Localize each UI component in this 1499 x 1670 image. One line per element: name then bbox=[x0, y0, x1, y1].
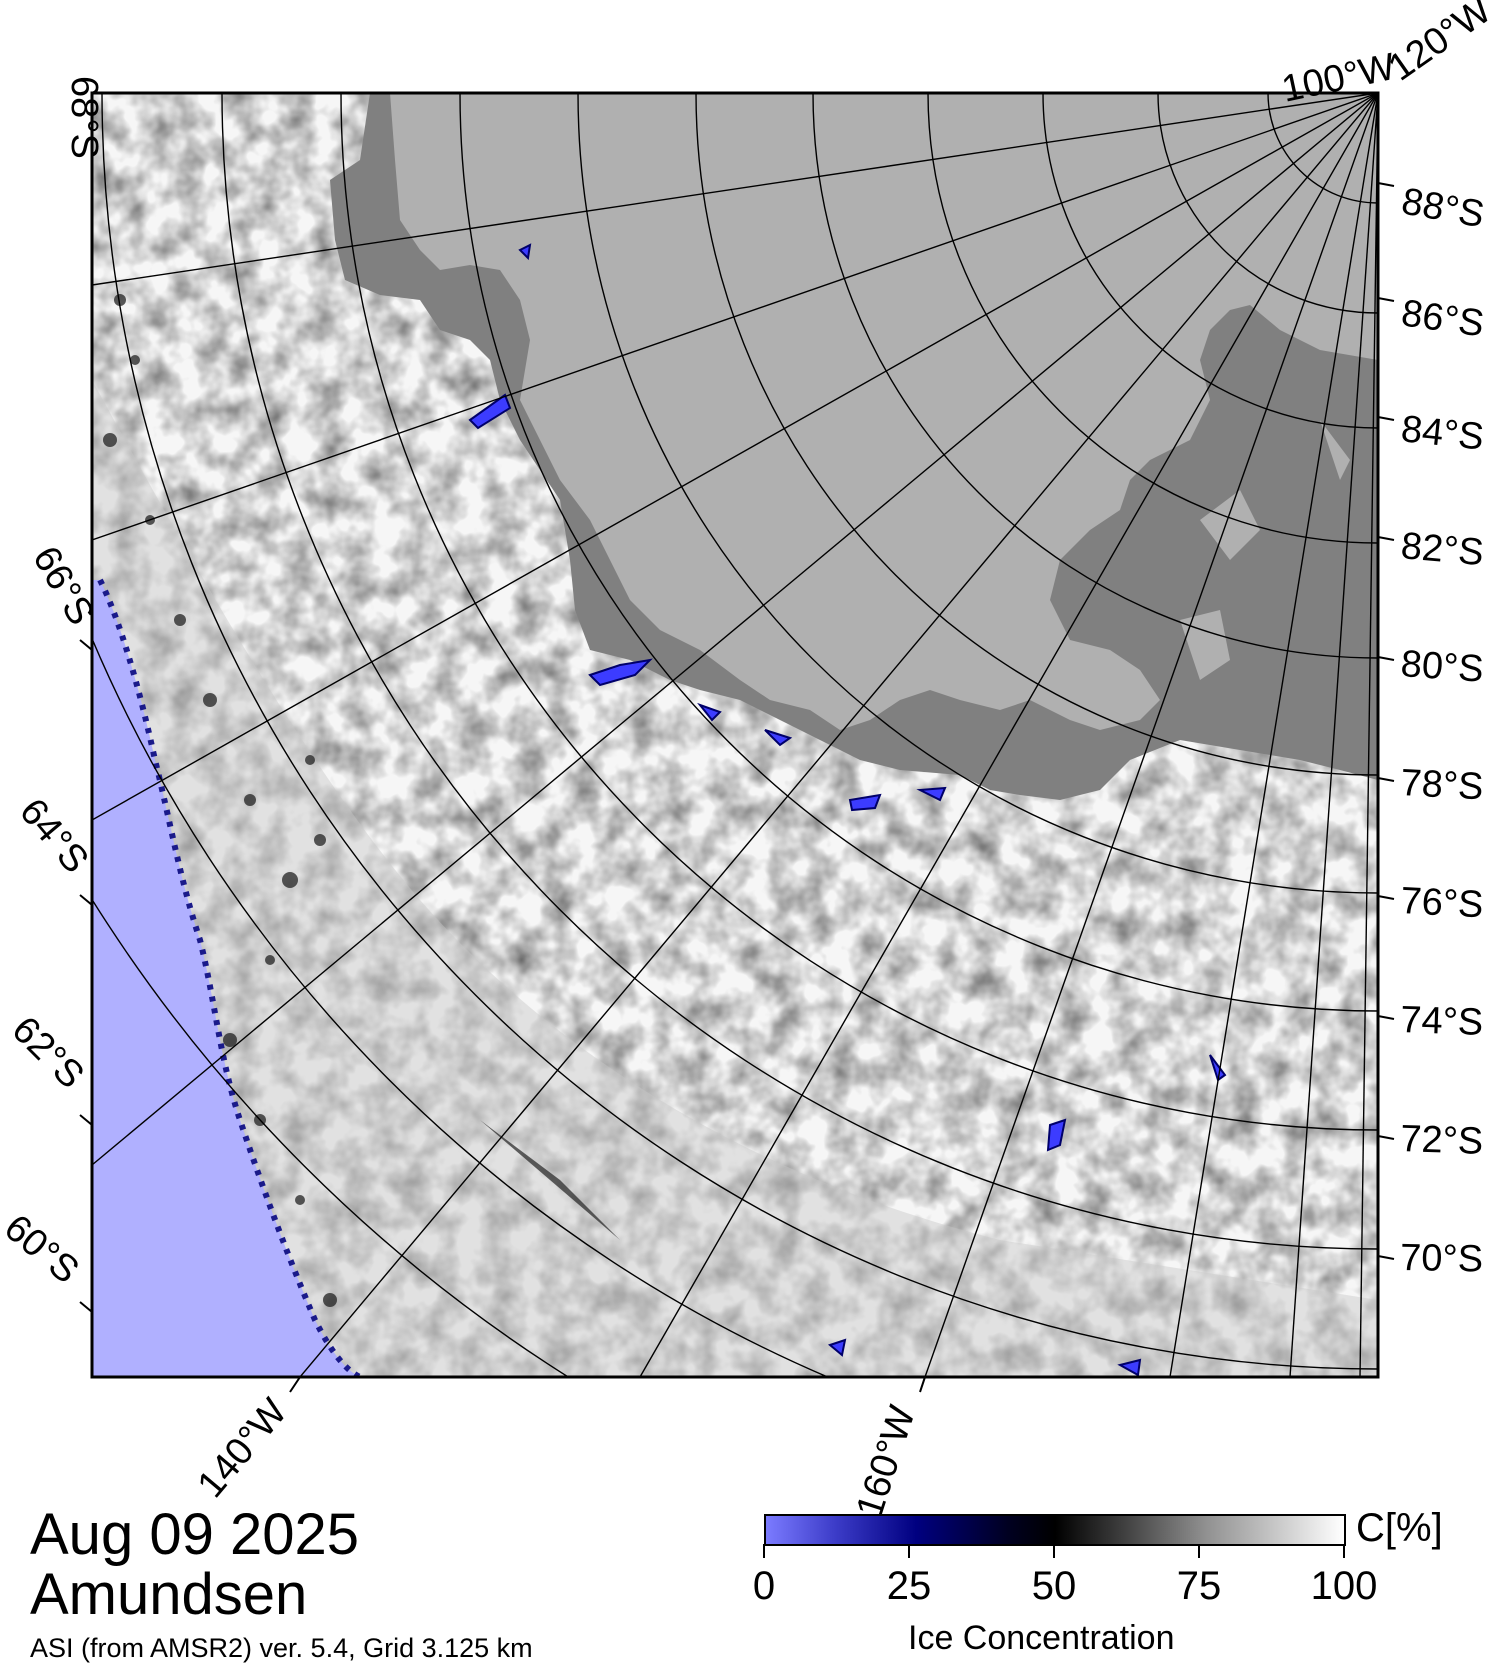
region-label: Amundsen bbox=[30, 1562, 308, 1627]
map-frame bbox=[90, 91, 1380, 1379]
lat-label: 70°S bbox=[1400, 1237, 1484, 1280]
low-concentration-band bbox=[92, 380, 1378, 1377]
lat-label: 76°S bbox=[1400, 880, 1485, 926]
colorbar-tick-label: 50 bbox=[1031, 1564, 1077, 1608]
colorbar-title: Ice Concentration bbox=[908, 1619, 1175, 1657]
colorbar-tick bbox=[1053, 1544, 1055, 1558]
lat-label: 88°S bbox=[1398, 181, 1487, 237]
lon-label: 120°W bbox=[1381, 0, 1499, 89]
lat-label: 68°S bbox=[63, 76, 105, 159]
lat-labels-right: 88°S 86°S 84°S 82°S 80°S 78°S 76°S 74°S … bbox=[1398, 181, 1487, 1281]
colorbar-tick-label: 75 bbox=[1176, 1564, 1222, 1608]
lat-label: 86°S bbox=[1399, 292, 1487, 345]
colorbar-tick-label: 0 bbox=[752, 1564, 776, 1608]
graticule bbox=[92, 93, 1378, 1377]
lat-labels-left: 68°S 66°S 64°S 62°S 60°S bbox=[0, 76, 105, 1292]
land bbox=[390, 93, 1378, 730]
lat-label: 84°S bbox=[1399, 408, 1486, 458]
lat-label: 64°S bbox=[11, 791, 96, 881]
colorbar-unit: C[%] bbox=[1356, 1506, 1443, 1550]
lat-label: 62°S bbox=[4, 1009, 92, 1097]
lat-label: 60°S bbox=[0, 1207, 87, 1292]
lat-label: 82°S bbox=[1399, 525, 1485, 574]
colorbar-tick-label: 25 bbox=[886, 1564, 932, 1608]
map-info: Aug 09 2025 Amundsen ASI (from AMSR2) ve… bbox=[30, 1505, 533, 1664]
lat-label: 80°S bbox=[1399, 643, 1485, 691]
product-label: ASI (from AMSR2) ver. 5.4, Grid 3.125 km bbox=[30, 1633, 533, 1663]
lat-label: 74°S bbox=[1400, 999, 1484, 1044]
colorbar-gradient bbox=[764, 1514, 1346, 1546]
lat-label: 78°S bbox=[1400, 762, 1485, 808]
lon-label: 140°W bbox=[190, 1391, 296, 1506]
date-label: Aug 09 2025 bbox=[30, 1502, 359, 1567]
colorbar-tick-label: 100 bbox=[1310, 1564, 1378, 1608]
lat-label: 72°S bbox=[1400, 1118, 1484, 1163]
lat-label: 66°S bbox=[24, 540, 102, 633]
colorbar-tick bbox=[1343, 1544, 1345, 1558]
colorbar: C[%] 0 25 50 75 100 Ice Concentration bbox=[753, 1506, 1443, 1657]
lon-label: 160°W bbox=[849, 1401, 924, 1523]
colorbar-tick bbox=[763, 1544, 765, 1558]
colorbar-tick bbox=[1198, 1544, 1200, 1558]
colorbar-tick bbox=[908, 1544, 910, 1558]
